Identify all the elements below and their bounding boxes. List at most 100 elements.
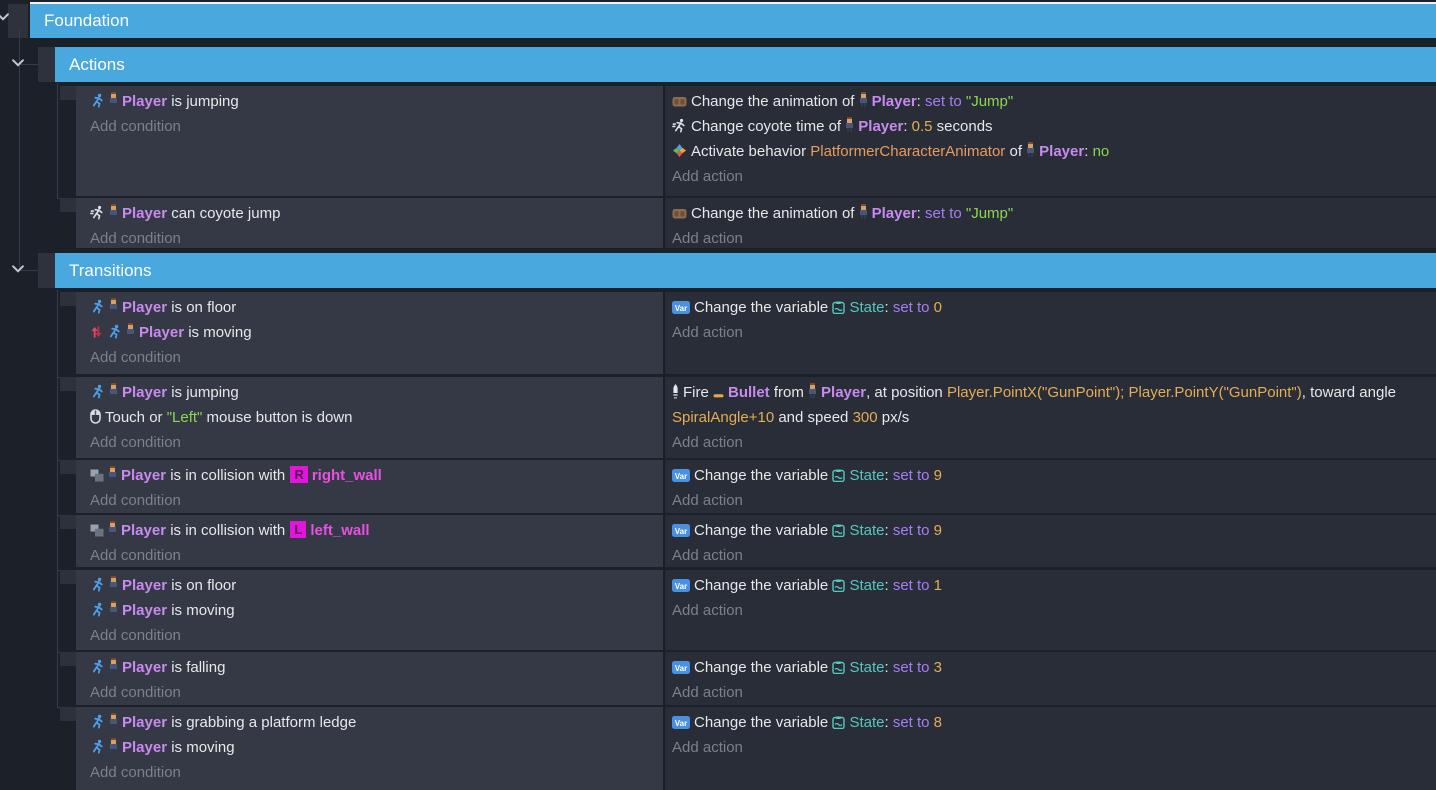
condition-line[interactable]: Player can coyote jump bbox=[90, 201, 653, 226]
add-action-button[interactable]: Add action bbox=[672, 739, 743, 756]
text-segment: Fire bbox=[683, 384, 713, 401]
event-drag-handle[interactable] bbox=[60, 515, 76, 529]
condition-line[interactable]: Player is on floor bbox=[90, 573, 653, 598]
action-line[interactable]: Fire Bullet from Player, at position Pla… bbox=[672, 380, 1424, 430]
text-segment: Player bbox=[122, 577, 168, 594]
platformer-runner-icon bbox=[90, 93, 105, 108]
transitions-collapse-chevron-icon[interactable] bbox=[12, 265, 24, 273]
player-sprite-icon bbox=[845, 117, 854, 133]
text-segment: Player bbox=[122, 739, 168, 756]
text-segment: , at position bbox=[866, 384, 947, 401]
collision-icon bbox=[90, 469, 104, 482]
event-row: Player is grabbing a platform ledge Playe… bbox=[76, 707, 1436, 790]
actions-collapse-chevron-icon[interactable] bbox=[12, 59, 24, 67]
event-drag-handle[interactable] bbox=[60, 652, 76, 666]
text-segment: mouse button is down bbox=[202, 409, 353, 426]
text-segment: Player bbox=[871, 205, 917, 222]
add-condition-button[interactable]: Add condition bbox=[90, 349, 181, 366]
text-segment: is on floor bbox=[167, 577, 237, 594]
text-segment: State bbox=[849, 714, 885, 731]
add-condition-button[interactable]: Add condition bbox=[90, 627, 181, 644]
text-segment: : bbox=[884, 659, 893, 676]
conditions-panel: Player is on floor Player is moving Add co… bbox=[76, 570, 665, 650]
condition-line[interactable]: Player is grabbing a platform ledge bbox=[90, 710, 653, 735]
text-segment: is jumping bbox=[167, 93, 239, 110]
action-line[interactable]: Var Change the variable State: set to 9 bbox=[672, 463, 1424, 488]
text-segment: : bbox=[903, 118, 912, 135]
foundation-drag-handle[interactable] bbox=[8, 4, 28, 38]
add-action-button[interactable]: Add action bbox=[672, 168, 743, 185]
action-line[interactable]: Var Change the variable State: set to 0 bbox=[672, 295, 1424, 320]
text-segment: px/s bbox=[877, 409, 910, 426]
text-segment: 300 bbox=[852, 409, 878, 426]
text-segment: Player.PointX("GunPoint"); Player.PointY… bbox=[946, 384, 1302, 401]
event-drag-handle[interactable] bbox=[60, 86, 76, 100]
text-segment: "Jump" bbox=[965, 93, 1014, 110]
actions-drag-handle[interactable] bbox=[38, 47, 55, 82]
add-action-button[interactable]: Add action bbox=[672, 684, 743, 701]
add-action-button[interactable]: Add action bbox=[672, 547, 743, 564]
action-line[interactable]: Var Change the variable State: set to 1 bbox=[672, 573, 1424, 598]
text-segment: PlatformerCharacterAnimator bbox=[810, 143, 1006, 160]
object-letter-badge: R bbox=[290, 466, 308, 483]
transitions-drag-handle[interactable] bbox=[38, 253, 55, 288]
event-drag-handle[interactable] bbox=[60, 198, 76, 212]
add-action-button[interactable]: Add action bbox=[672, 434, 743, 451]
add-action-button[interactable]: Add action bbox=[672, 602, 743, 619]
event-drag-handle[interactable] bbox=[60, 460, 76, 474]
add-action-button[interactable]: Add action bbox=[672, 324, 743, 341]
condition-line[interactable]: Player is moving bbox=[90, 320, 653, 345]
conditions-panel: Player can coyote jump Add condition bbox=[76, 198, 665, 248]
text-segment: can coyote jump bbox=[167, 205, 281, 222]
event-drag-handle[interactable] bbox=[60, 292, 76, 306]
event-drag-handle[interactable] bbox=[60, 377, 76, 391]
condition-line[interactable]: Player is moving bbox=[90, 598, 653, 623]
platformer-runner-icon bbox=[90, 384, 105, 399]
add-condition-button[interactable]: Add condition bbox=[90, 547, 181, 564]
action-line[interactable]: Change coyote time of Player: 0.5 second… bbox=[672, 114, 1424, 139]
group-header-foundation[interactable]: Foundation bbox=[30, 4, 1436, 38]
add-action-button[interactable]: Add action bbox=[672, 230, 743, 247]
group-top-highlight bbox=[30, 2, 1436, 4]
action-line[interactable]: Var Change the variable State: set to 9 bbox=[672, 518, 1424, 543]
condition-line[interactable]: Player is jumping bbox=[90, 380, 653, 405]
add-condition-button[interactable]: Add condition bbox=[90, 230, 181, 247]
actions-panel: Var Change the variable State: set to 8 Ad… bbox=[665, 707, 1436, 790]
action-line[interactable]: Change the animation of Player: set to "… bbox=[672, 89, 1424, 114]
add-condition-button[interactable]: Add condition bbox=[90, 764, 181, 781]
text-segment: State bbox=[849, 467, 885, 484]
action-line[interactable]: Activate behavior PlatformerCharacterAni… bbox=[672, 139, 1424, 164]
svg-text:Var: Var bbox=[675, 304, 687, 313]
group-header-transitions[interactable]: Transitions bbox=[55, 253, 1436, 288]
conditions-panel: Player is grabbing a platform ledge Playe… bbox=[76, 707, 665, 790]
event-drag-handle[interactable] bbox=[60, 570, 76, 584]
action-line[interactable]: Var Change the variable State: set to 8 bbox=[672, 710, 1424, 735]
text-segment: set to bbox=[892, 522, 930, 539]
action-line[interactable]: Change the animation of Player: set to "… bbox=[672, 201, 1424, 226]
event-drag-handle[interactable] bbox=[60, 707, 76, 721]
add-condition-button[interactable]: Add condition bbox=[90, 118, 181, 135]
event-row: Player can coyote jump Add condition Chang… bbox=[76, 198, 1436, 248]
action-line[interactable]: Var Change the variable State: set to 3 bbox=[672, 655, 1424, 680]
add-condition-button[interactable]: Add condition bbox=[90, 434, 181, 451]
group-header-actions[interactable]: Actions bbox=[55, 47, 1436, 82]
add-action-button[interactable]: Add action bbox=[672, 492, 743, 509]
add-condition-button[interactable]: Add condition bbox=[90, 684, 181, 701]
condition-line[interactable]: Player is jumping bbox=[90, 89, 653, 114]
text-segment: Player bbox=[121, 522, 167, 539]
text-segment: : bbox=[916, 93, 926, 110]
condition-line[interactable]: Player is falling bbox=[90, 655, 653, 680]
condition-line[interactable]: Touch or "Left" mouse button is down bbox=[90, 405, 653, 430]
condition-line[interactable]: Player is on floor bbox=[90, 295, 653, 320]
actions-panel: Var Change the variable State: set to 3 Ad… bbox=[665, 652, 1436, 705]
foundation-collapse-chevron-icon[interactable] bbox=[0, 13, 9, 21]
condition-line[interactable]: Player is moving bbox=[90, 735, 653, 760]
coyote-jump-icon bbox=[90, 205, 105, 220]
platformer-runner-icon bbox=[90, 714, 105, 729]
add-condition-button[interactable]: Add condition bbox=[90, 492, 181, 509]
